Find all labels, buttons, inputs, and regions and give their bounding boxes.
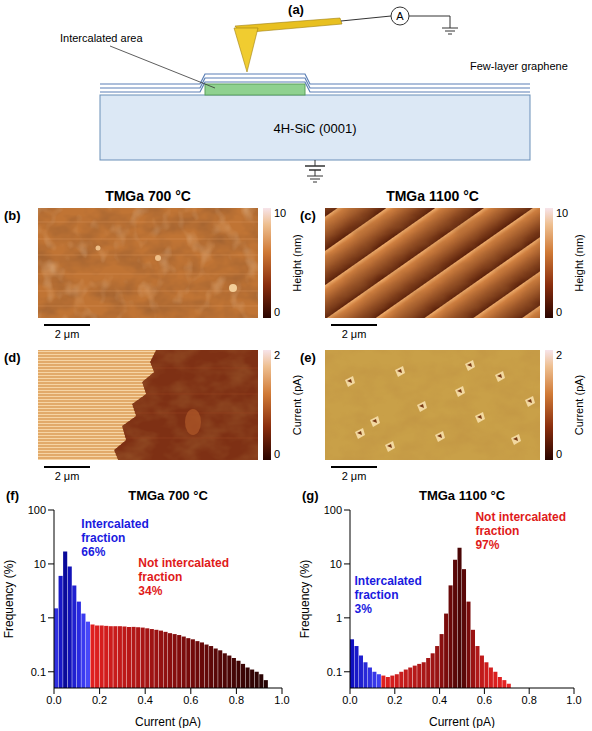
svg-text:0: 0	[556, 448, 562, 460]
svg-text:TMGa 700 °C: TMGa 700 °C	[105, 188, 191, 204]
svg-text:0: 0	[274, 448, 280, 460]
html-text:97%: 97%	[475, 538, 500, 552]
html-text:(g): (g)	[302, 488, 319, 503]
svg-text:(a): (a)	[288, 2, 304, 17]
svg-text:Few-layer graphene: Few-layer graphene	[470, 60, 568, 72]
html-text:(f): (f)	[6, 488, 19, 503]
svg-text:(d): (d)	[4, 350, 21, 365]
html-text:3%: 3%	[354, 602, 372, 617]
svg-text:2 μm: 2 μm	[55, 470, 80, 482]
svg-text:0.6: 0.6	[183, 694, 198, 706]
svg-text:0.8: 0.8	[229, 694, 244, 706]
svg-text:4H-SiC (0001): 4H-SiC (0001)	[273, 121, 356, 136]
svg-text:Current (pA): Current (pA)	[429, 715, 495, 728]
html-text:66%: 66%	[81, 545, 106, 560]
svg-text:Current (pA): Current (pA)	[291, 375, 303, 436]
svg-text:Intercalated area: Intercalated area	[60, 32, 143, 44]
html-text:Not intercalated fraction: Not intercalated fraction	[475, 510, 567, 538]
svg-text:1: 1	[40, 612, 46, 624]
svg-text:2: 2	[556, 349, 562, 361]
svg-text:(e): (e)	[300, 350, 316, 365]
svg-text:Current (pA): Current (pA)	[573, 375, 585, 436]
svg-text:1: 1	[336, 612, 342, 624]
svg-text:1.0: 1.0	[566, 694, 581, 706]
svg-text:10: 10	[34, 558, 46, 570]
svg-text:1.0: 1.0	[274, 694, 289, 706]
svg-text:10: 10	[556, 207, 568, 219]
svg-text:0.0: 0.0	[46, 694, 61, 706]
svg-text:(c): (c)	[300, 208, 316, 223]
html-text:Intercalated fraction: Intercalated fraction	[81, 517, 149, 546]
html-text:34%: 34%	[138, 584, 163, 599]
svg-text:TMGa 1100 °C: TMGa 1100 °C	[386, 188, 479, 204]
svg-text:100: 100	[28, 504, 46, 516]
svg-text:0.4: 0.4	[138, 694, 153, 706]
svg-text:Height (nm): Height (nm)	[573, 234, 585, 291]
svg-text:0.6: 0.6	[477, 694, 492, 706]
svg-text:0.1: 0.1	[31, 666, 46, 678]
svg-text:0.2: 0.2	[92, 694, 107, 706]
svg-text:2 μm: 2 μm	[55, 328, 80, 340]
svg-text:0.1: 0.1	[327, 666, 342, 678]
html-text:TMGa 700 °C: TMGa 700 °C	[128, 488, 208, 503]
svg-text:2: 2	[274, 349, 280, 361]
svg-text:Frequency (%): Frequency (%)	[298, 560, 312, 639]
svg-text:0.2: 0.2	[387, 694, 402, 706]
html-text:Intercalated fraction: Intercalated fraction	[354, 574, 422, 603]
svg-text:2 μm: 2 μm	[342, 470, 367, 482]
svg-text:10: 10	[274, 207, 286, 219]
svg-text:10: 10	[330, 558, 342, 570]
svg-text:2 μm: 2 μm	[342, 328, 367, 340]
svg-text:0.4: 0.4	[432, 694, 447, 706]
svg-text:Frequency (%): Frequency (%)	[2, 560, 16, 639]
svg-text:Current (pA): Current (pA)	[135, 715, 201, 728]
svg-text:100: 100	[324, 504, 342, 516]
html-text:TMGa 1100 °C: TMGa 1100 °C	[418, 488, 506, 503]
svg-text:A: A	[396, 10, 404, 22]
svg-text:Height (nm): Height (nm)	[291, 234, 303, 291]
svg-text:0.8: 0.8	[522, 694, 537, 706]
svg-text:0: 0	[274, 306, 280, 318]
html-text:Not intercalated fraction: Not intercalated fraction	[138, 556, 229, 585]
svg-text:0: 0	[556, 306, 562, 318]
svg-text:0.0: 0.0	[342, 694, 357, 706]
svg-text:(b): (b)	[4, 208, 21, 223]
